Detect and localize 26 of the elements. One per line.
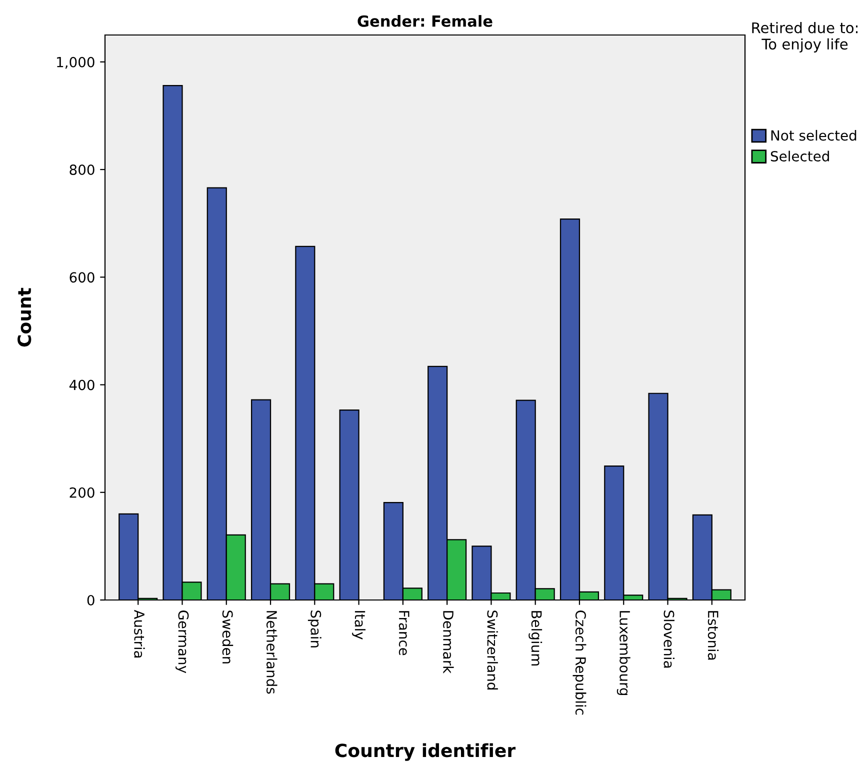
y-tick-label: 1,000 — [57, 56, 94, 69]
legend-title: Retired due to: To enjoy life — [752, 22, 858, 52]
y-tick-label: 800 — [70, 164, 94, 175]
legend-label: Not selected — [771, 130, 856, 141]
y-tick-label: 200 — [70, 487, 94, 498]
x-tick-label: Denmark — [443, 611, 454, 674]
x-tick-label: Luxembourg — [616, 611, 630, 696]
x-tick-label: Belgium — [528, 611, 542, 666]
x-tick-label: Spain — [308, 610, 322, 648]
x-tick-label: Germany — [176, 610, 189, 674]
x-tick-label: Italy — [352, 611, 366, 640]
x-tick-label: Czech Republic — [572, 610, 586, 715]
y-axis-title: Count — [18, 288, 32, 347]
chart-title: Gender: Female — [358, 15, 492, 27]
x-tick-label: Switzerland — [487, 610, 498, 690]
y-tick-label: 0 — [87, 594, 94, 606]
y-tick-label: 400 — [69, 380, 94, 390]
x-axis-title: Country identifier — [335, 743, 516, 761]
x-tick-label: Sweden — [222, 610, 234, 664]
y-tick-label: 600 — [70, 272, 94, 283]
x-tick-label: Austria — [134, 610, 145, 658]
x-tick-label: France — [398, 611, 410, 656]
x-tick-label: Slovenia — [664, 610, 674, 668]
x-tick-label: Netherlands — [266, 611, 278, 694]
legend-label: Selected — [770, 150, 829, 162]
x-tick-label: Estonia — [708, 611, 719, 660]
